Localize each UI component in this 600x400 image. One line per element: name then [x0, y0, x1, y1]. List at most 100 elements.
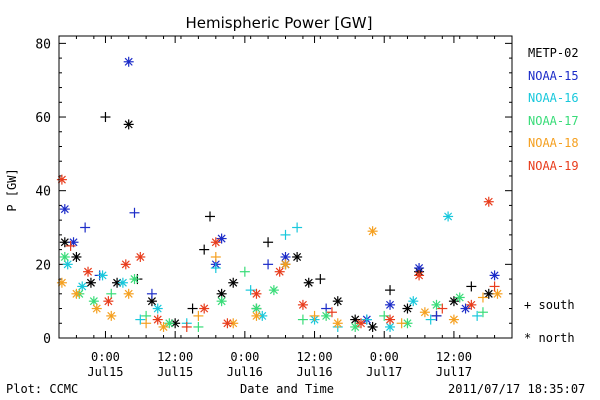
south-point-marker [425, 314, 436, 325]
y-tick-label: 80 [35, 37, 51, 52]
south-point-marker [106, 288, 117, 299]
south-symbol: + [524, 298, 532, 312]
north-point-marker [367, 321, 378, 332]
x-tick-label-time: 0:00 [370, 350, 399, 364]
south-point-marker [280, 229, 291, 240]
north-point-marker [367, 226, 378, 237]
x-tick-label-time: 12:00 [157, 350, 193, 364]
south-point-marker [239, 266, 250, 277]
north-point-marker [321, 310, 332, 321]
south-point-marker [385, 285, 396, 296]
x-tick-label-time: 0:00 [91, 350, 120, 364]
north-point-marker [112, 277, 123, 288]
north-point-marker [85, 277, 96, 288]
south-point-marker [361, 314, 372, 325]
south-point-marker [245, 285, 256, 296]
south-point-marker [477, 307, 488, 318]
north-point-marker [292, 251, 303, 262]
south-label: south [538, 298, 575, 312]
x-tick-label-time: 0:00 [230, 350, 259, 364]
south-point-marker [263, 237, 274, 248]
north-symbol: * [524, 331, 532, 345]
south-point-marker [129, 207, 140, 218]
north-point-marker [419, 307, 430, 318]
north-point-marker [56, 277, 67, 288]
south-point-marker [135, 314, 146, 325]
south-point-marker [315, 274, 326, 285]
north-point-marker [356, 318, 366, 329]
north-point-marker [88, 296, 99, 307]
series-noaa-18 [56, 226, 503, 332]
north-point-marker [332, 318, 343, 329]
north-point-marker [62, 259, 73, 270]
north-point-marker [466, 299, 477, 310]
north-point-marker [332, 296, 343, 307]
north-point-marker [59, 204, 70, 215]
north-point-marker [91, 303, 102, 314]
x-tick-label-date: Jul15 [87, 365, 123, 379]
x-tick-label-date: Jul15 [157, 365, 193, 379]
x-tick-label-date: Jul17 [436, 365, 472, 379]
south-point-marker [80, 222, 91, 233]
south-point-marker [187, 303, 198, 314]
series-noaa-19 [56, 174, 500, 332]
north-point-marker [117, 277, 128, 288]
footer-credit: Plot: CCMC [6, 382, 79, 396]
series-metp-02 [59, 112, 494, 332]
north-point-marker [268, 285, 279, 296]
north-point-marker [135, 251, 146, 262]
south-point-marker [297, 314, 308, 325]
north-point-marker [210, 237, 221, 248]
footer-timestamp: 2011/07/17 18:35:07 [448, 382, 586, 396]
north-point-marker [216, 296, 227, 307]
south-point-marker [65, 240, 76, 251]
south-point-marker [193, 321, 204, 332]
north-point-marker [251, 303, 262, 314]
south-point-marker [100, 112, 111, 123]
south-point-marker [477, 292, 488, 303]
north-point-marker [303, 277, 314, 288]
footer-axis-title: Date and Time [240, 382, 334, 396]
south-point-marker [210, 263, 221, 274]
north-point-marker [431, 299, 442, 310]
north-point-marker [414, 270, 425, 281]
north-point-marker [408, 296, 419, 307]
legend-item-noaa-15: NOAA-15 [528, 68, 579, 83]
x-tick-label-time: 12:00 [436, 350, 472, 364]
north-point-marker [460, 303, 471, 314]
north-point-marker [152, 314, 163, 325]
north-point-marker [123, 288, 134, 299]
north-point-marker [164, 318, 175, 329]
north-point-marker [222, 318, 233, 329]
x-tick-label-date: Jul16 [296, 365, 332, 379]
north-point-marker [158, 321, 169, 332]
north-point-marker [170, 318, 181, 329]
north-point-marker [106, 310, 117, 321]
plot-frame [58, 35, 513, 339]
south-point-marker [205, 211, 215, 222]
south-point-marker [309, 310, 320, 321]
north-point-marker [59, 237, 70, 248]
north-point-marker [59, 251, 70, 262]
north-point-marker [228, 277, 239, 288]
north-point-marker [199, 303, 210, 314]
south-point-marker [466, 281, 477, 292]
north-point-marker [123, 56, 134, 67]
north-point-marker [385, 314, 396, 325]
north-point-marker [454, 292, 465, 303]
north-point-marker [350, 321, 361, 332]
south-point-marker [199, 244, 210, 255]
north-point-marker [152, 303, 163, 314]
north-point-marker [71, 251, 82, 262]
north-point-marker [402, 303, 413, 314]
y-tick-label: 40 [35, 185, 51, 200]
north-label: north [538, 331, 575, 345]
north-point-marker [251, 288, 262, 299]
y-tick-label: 20 [35, 258, 51, 273]
legend-item-noaa-19: NOAA-19 [528, 158, 579, 173]
north-point-marker [280, 259, 291, 270]
x-tick-label-date: Jul16 [227, 365, 263, 379]
south-point-marker [472, 310, 483, 321]
south-point-marker [437, 303, 448, 314]
symbol-key-south: + south [524, 298, 575, 312]
